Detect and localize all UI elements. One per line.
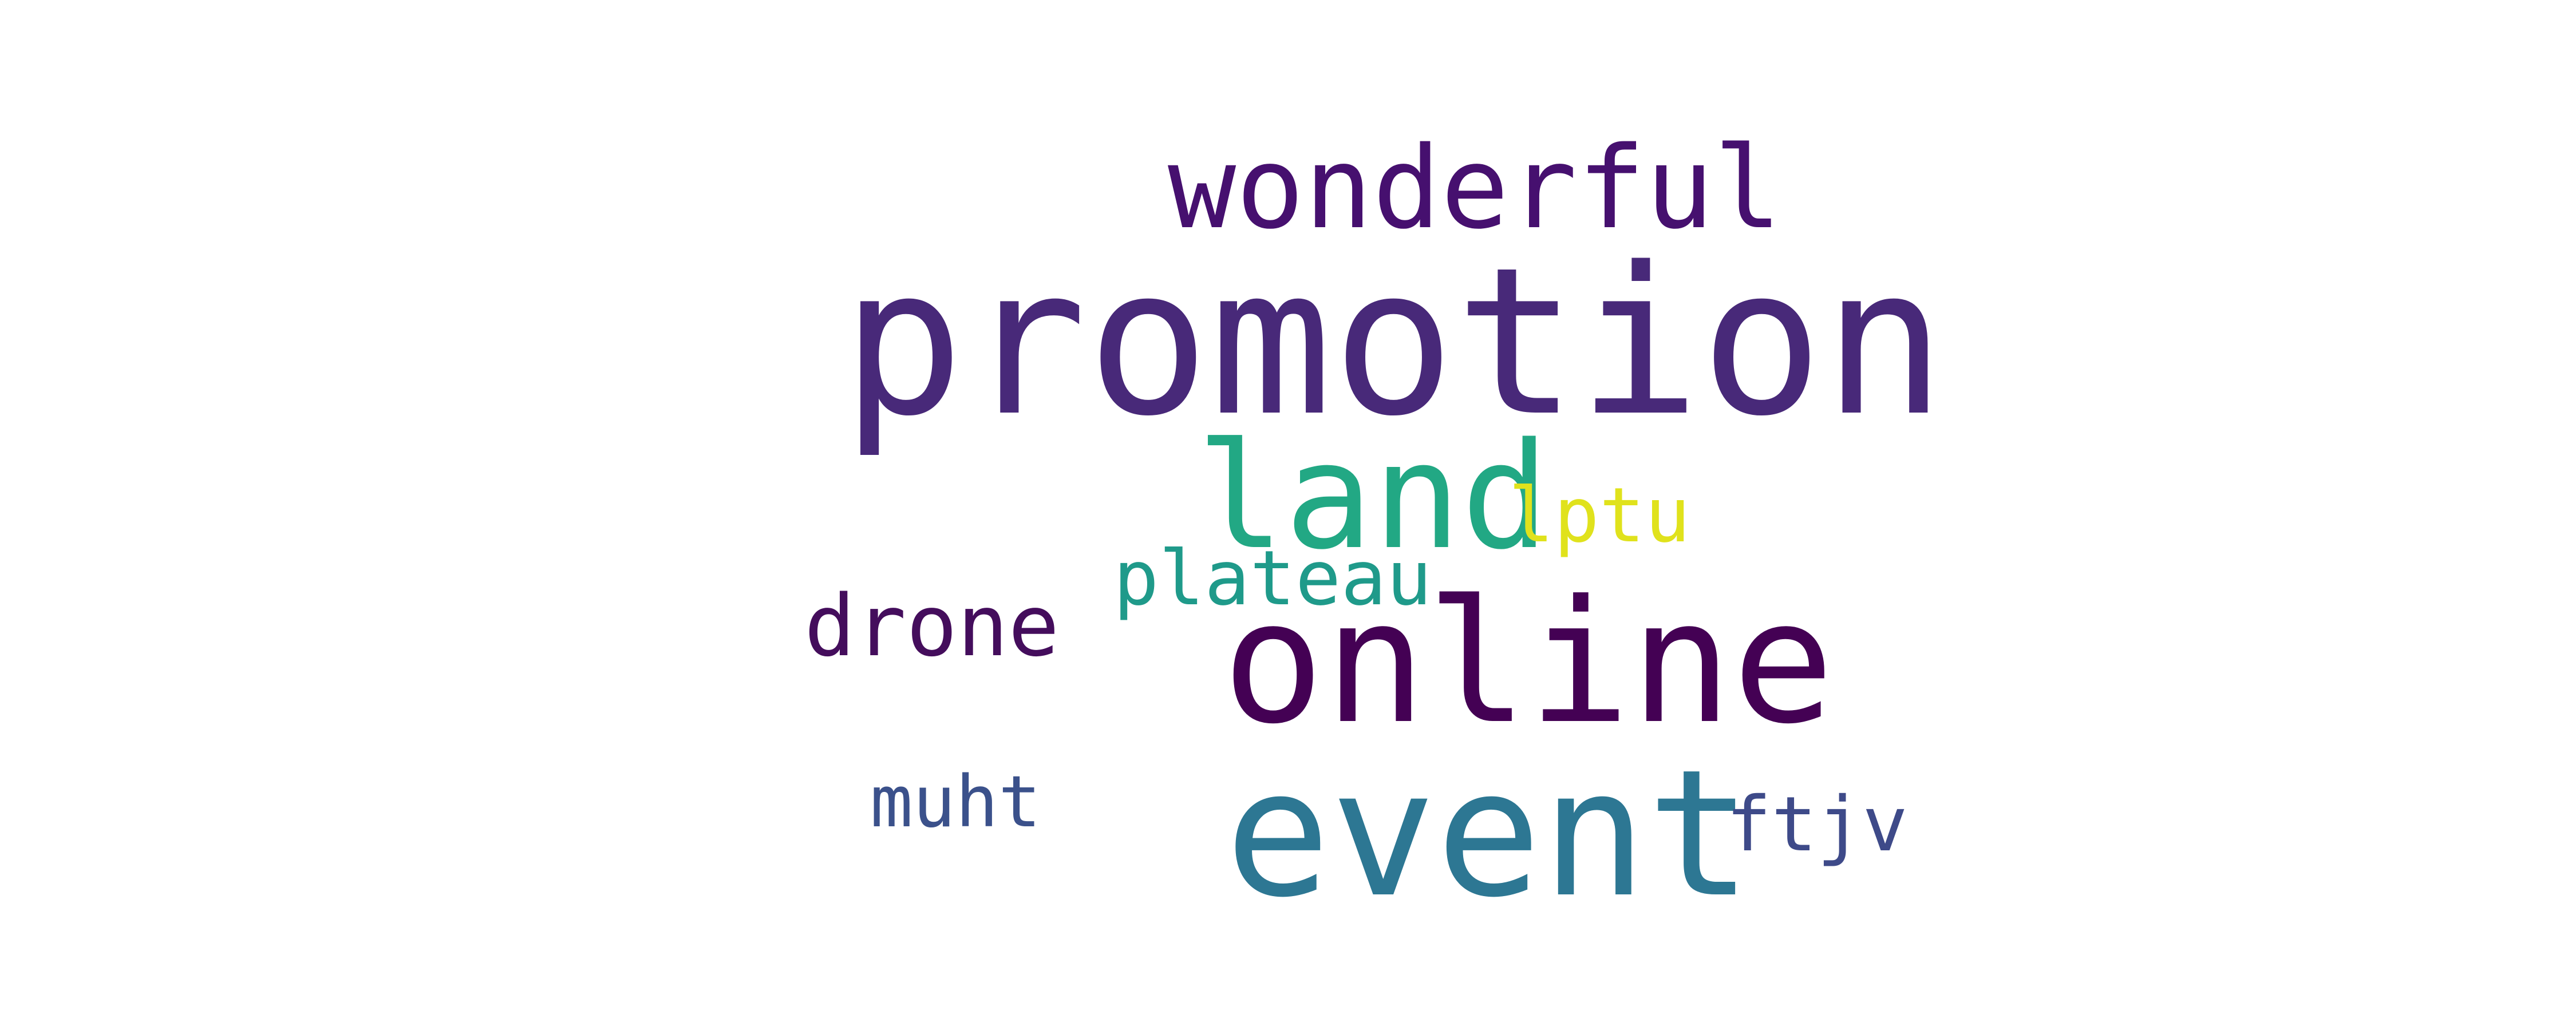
word-online: online	[1222, 564, 1835, 761]
word-event: event	[1225, 732, 1753, 936]
word-muht: muht	[870, 761, 1041, 843]
word-drone: drone	[804, 577, 1060, 675]
word-wonderful: wonderful	[1168, 122, 1782, 254]
word-land: land	[1196, 411, 1550, 582]
word-ftjv: ftjv	[1726, 781, 1908, 869]
word-promotion: promotion	[841, 224, 1946, 461]
word-lptu: lptu	[1508, 472, 1690, 560]
word-plateau: plateau	[1113, 534, 1432, 623]
